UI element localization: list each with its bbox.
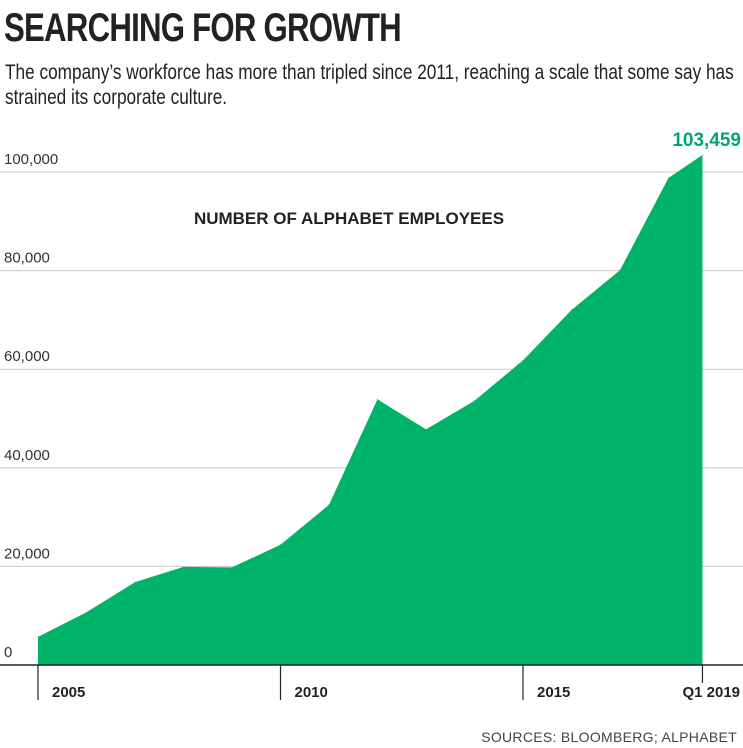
x-tick-label: 2015 bbox=[537, 684, 570, 701]
y-tick-label: 60,000 bbox=[4, 348, 50, 365]
data-point bbox=[474, 400, 475, 402]
data-point bbox=[425, 428, 427, 430]
x-tick-label: 2010 bbox=[295, 684, 328, 701]
data-point bbox=[619, 269, 621, 271]
data-point bbox=[701, 154, 703, 156]
data-point bbox=[328, 504, 330, 506]
y-tick-label: 80,000 bbox=[4, 250, 50, 267]
y-tick-label: 40,000 bbox=[4, 447, 50, 464]
x-tick-label: Q1 2019 bbox=[682, 684, 740, 701]
chart-title: NUMBER OF ALPHABET EMPLOYEES bbox=[194, 209, 504, 228]
data-point bbox=[231, 566, 233, 568]
x-tick-label: 2005 bbox=[52, 684, 85, 701]
data-point bbox=[280, 544, 281, 546]
data-point bbox=[134, 581, 136, 583]
data-point bbox=[86, 611, 87, 613]
employee-area bbox=[38, 154, 703, 665]
chart-subtitle: The company’s workforce has more than tr… bbox=[5, 61, 734, 109]
y-tick-label: 100,000 bbox=[4, 151, 58, 168]
source-note: SOURCES: BLOOMBERG; ALPHABET bbox=[481, 729, 737, 745]
last-value-label: 103,459 bbox=[672, 130, 741, 151]
chart-headline: SEARCHING FOR GROWTH bbox=[4, 6, 402, 50]
data-point bbox=[668, 177, 669, 179]
data-point bbox=[183, 566, 184, 568]
y-tick-label: 0 bbox=[4, 644, 12, 661]
data-point bbox=[522, 359, 524, 361]
data-point bbox=[37, 636, 39, 638]
data-point bbox=[571, 309, 572, 311]
y-tick-label: 20,000 bbox=[4, 545, 50, 562]
data-point bbox=[377, 398, 378, 400]
